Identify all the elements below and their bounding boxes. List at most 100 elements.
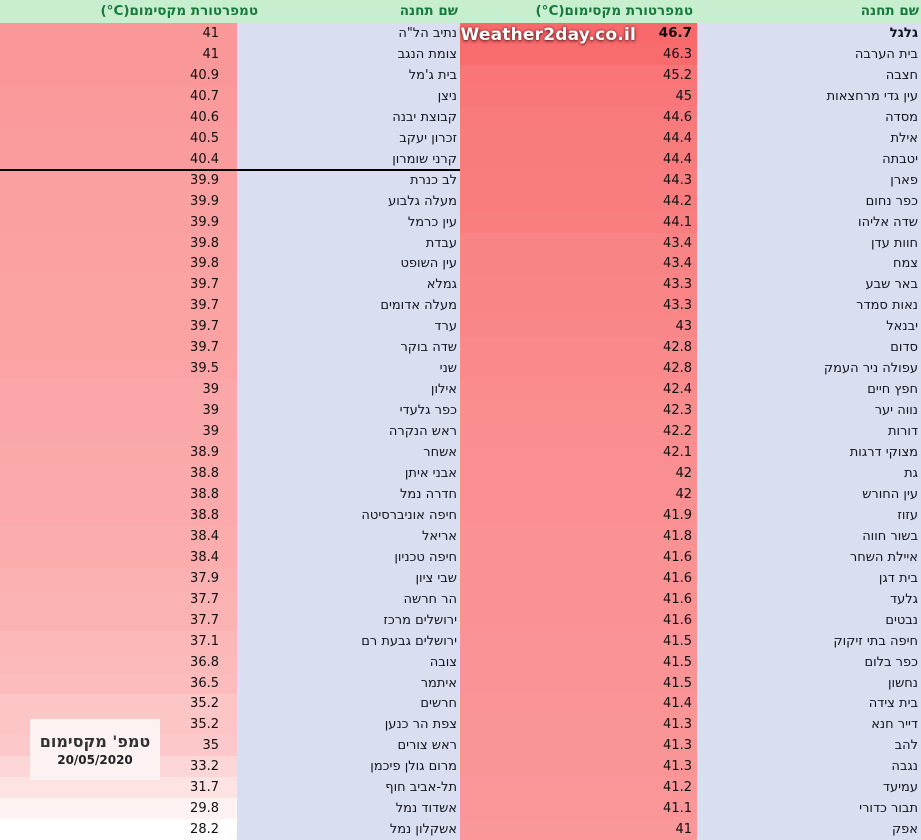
temperature-cell[interactable]: 39.9 bbox=[0, 211, 237, 233]
station-name-header-right[interactable]: שם תחנה bbox=[860, 3, 919, 19]
station-name-cell[interactable]: לב כנרת bbox=[237, 169, 460, 191]
max-temperature-header-right[interactable]: טמפרטורת מקסימום(C°) bbox=[535, 3, 693, 19]
temperature-cell[interactable]: 44.2 bbox=[460, 190, 697, 212]
temperature-cell[interactable]: 38.8 bbox=[0, 463, 237, 484]
temperature-cell[interactable]: 41.6 bbox=[460, 567, 697, 589]
temperature-cell[interactable]: 43.4 bbox=[460, 232, 697, 254]
temperature-cell[interactable]: 41.6 bbox=[460, 588, 697, 610]
station-name-cell[interactable]: חדרה נמל bbox=[237, 483, 460, 505]
station-name-cell[interactable]: בית צידה bbox=[697, 693, 921, 715]
station-name-cell[interactable]: אבני איתן bbox=[237, 463, 460, 484]
temperature-cell[interactable]: 39.8 bbox=[0, 253, 237, 275]
temperature-cell[interactable]: 44.1 bbox=[460, 211, 697, 233]
temperature-cell[interactable]: 39.7 bbox=[0, 337, 237, 359]
temperature-cell[interactable]: 37.7 bbox=[0, 609, 237, 631]
temperature-cell[interactable]: 41.5 bbox=[460, 672, 697, 694]
station-name-cell[interactable]: הר חרשה bbox=[237, 588, 460, 610]
station-name-cell[interactable]: איתמר bbox=[237, 672, 460, 694]
station-name-cell[interactable]: חוות עדן bbox=[697, 232, 921, 254]
station-name-cell[interactable]: נגבה bbox=[697, 756, 921, 778]
station-name-cell[interactable]: ירושלים מרכז bbox=[237, 609, 460, 631]
station-name-cell[interactable]: אשחר bbox=[237, 442, 460, 464]
temperature-cell[interactable]: 41.3 bbox=[460, 735, 697, 757]
station-name-cell[interactable]: צפת הר כנען bbox=[237, 714, 460, 736]
station-name-cell[interactable]: מסדה bbox=[697, 106, 921, 128]
station-name-cell[interactable]: עין החורש bbox=[697, 483, 921, 505]
temperature-cell[interactable]: 41.3 bbox=[460, 714, 697, 736]
temperature-cell[interactable]: 41.8 bbox=[460, 525, 697, 547]
temperature-cell[interactable]: 41.6 bbox=[460, 609, 697, 631]
station-name-cell[interactable]: חיפה טכניון bbox=[237, 546, 460, 568]
station-name-cell[interactable]: גת bbox=[697, 463, 921, 484]
temperature-cell[interactable]: 42.8 bbox=[460, 358, 697, 380]
temperature-cell[interactable]: 46.3 bbox=[460, 43, 697, 65]
temperature-cell[interactable]: 41 bbox=[0, 23, 237, 44]
station-name-cell[interactable]: שבי ציון bbox=[237, 567, 460, 589]
station-name-cell[interactable]: אילת bbox=[697, 127, 921, 149]
temperature-cell[interactable]: 42.3 bbox=[460, 400, 697, 422]
temperature-cell[interactable]: 41.5 bbox=[460, 630, 697, 652]
station-name-cell[interactable]: ראש צורים bbox=[237, 735, 460, 757]
station-name-cell[interactable]: מעלה אדומים bbox=[237, 295, 460, 317]
station-name-cell[interactable]: יבנאל bbox=[697, 316, 921, 338]
station-name-cell[interactable]: דייר חנא bbox=[697, 714, 921, 736]
temperature-cell[interactable]: 38.8 bbox=[0, 483, 237, 505]
temperature-cell[interactable]: 41.6 bbox=[460, 546, 697, 568]
station-name-cell[interactable]: מרום גולן פיכמן bbox=[237, 756, 460, 778]
temperature-cell[interactable]: 46.7 bbox=[460, 23, 697, 44]
station-name-cell[interactable]: עפולה ניר העמק bbox=[697, 358, 921, 380]
temperature-cell[interactable]: 41.3 bbox=[460, 756, 697, 778]
station-name-cell[interactable]: ערד bbox=[237, 316, 460, 338]
station-name-cell[interactable]: צומת הנגב bbox=[237, 43, 460, 65]
temperature-cell[interactable]: 37.1 bbox=[0, 630, 237, 652]
temperature-cell[interactable]: 44.6 bbox=[460, 106, 697, 128]
max-temperature-header-left[interactable]: טמפרטורת מקסימום(C°) bbox=[100, 3, 258, 19]
temperature-cell[interactable]: 44.4 bbox=[460, 127, 697, 149]
temperature-cell[interactable]: 39 bbox=[0, 379, 237, 401]
temperature-cell[interactable]: 41.9 bbox=[460, 504, 697, 526]
station-name-cell[interactable]: עין כרמל bbox=[237, 211, 460, 233]
temperature-cell[interactable]: 41.4 bbox=[460, 693, 697, 715]
temperature-cell[interactable]: 42 bbox=[460, 483, 697, 505]
station-name-cell[interactable]: בית ג'מל bbox=[237, 64, 460, 86]
temperature-cell[interactable]: 45 bbox=[460, 85, 697, 107]
station-name-cell[interactable]: עבדת bbox=[237, 232, 460, 254]
station-name-cell[interactable]: אשקלון נמל bbox=[237, 819, 460, 840]
temperature-cell[interactable]: 42.2 bbox=[460, 421, 697, 443]
station-name-cell[interactable]: כפר נחום bbox=[697, 190, 921, 212]
temperature-cell[interactable]: 37.9 bbox=[0, 567, 237, 589]
station-name-cell[interactable]: עזוז bbox=[697, 504, 921, 526]
temperature-cell[interactable]: 38.9 bbox=[0, 442, 237, 464]
temperature-cell[interactable]: 35.2 bbox=[0, 693, 237, 715]
temperature-cell[interactable]: 40.7 bbox=[0, 85, 237, 107]
temperature-cell[interactable]: 38.8 bbox=[0, 504, 237, 526]
station-name-cell[interactable]: יטבתה bbox=[697, 148, 921, 170]
temperature-cell[interactable]: 43.3 bbox=[460, 295, 697, 317]
temperature-cell[interactable]: 29.8 bbox=[0, 798, 237, 820]
temperature-cell[interactable]: 42 bbox=[460, 463, 697, 484]
station-name-cell[interactable]: עמיעד bbox=[697, 777, 921, 799]
station-name-cell[interactable]: באר שבע bbox=[697, 274, 921, 296]
temperature-cell[interactable]: 39.7 bbox=[0, 295, 237, 317]
station-name-cell[interactable]: צמח bbox=[697, 253, 921, 275]
temperature-cell[interactable]: 41.2 bbox=[460, 777, 697, 799]
station-name-cell[interactable]: בית הערבה bbox=[697, 43, 921, 65]
station-name-cell[interactable]: חיפה אוניברסיטה bbox=[237, 504, 460, 526]
station-name-cell[interactable]: אפק bbox=[697, 819, 921, 840]
temperature-cell[interactable]: 39.7 bbox=[0, 316, 237, 338]
temperature-cell[interactable]: 41 bbox=[460, 819, 697, 840]
temperature-cell[interactable]: 45.2 bbox=[460, 64, 697, 86]
station-name-cell[interactable]: בית דגן bbox=[697, 567, 921, 589]
station-name-cell[interactable]: אשדוד נמל bbox=[237, 798, 460, 820]
temperature-cell[interactable]: 40.6 bbox=[0, 106, 237, 128]
station-name-cell[interactable]: צובה bbox=[237, 651, 460, 673]
station-name-cell[interactable]: חרשים bbox=[237, 693, 460, 715]
temperature-cell[interactable]: 39.5 bbox=[0, 358, 237, 380]
station-name-cell[interactable]: תבור כדורי bbox=[697, 798, 921, 820]
temperature-cell[interactable]: 36.5 bbox=[0, 672, 237, 694]
station-name-cell[interactable]: כפר גלעדי bbox=[237, 400, 460, 422]
temperature-cell[interactable]: 44.3 bbox=[460, 169, 697, 191]
temperature-cell[interactable]: 41 bbox=[0, 43, 237, 65]
station-name-cell[interactable]: גלעד bbox=[697, 588, 921, 610]
station-name-header-left[interactable]: שם תחנה bbox=[399, 3, 458, 19]
